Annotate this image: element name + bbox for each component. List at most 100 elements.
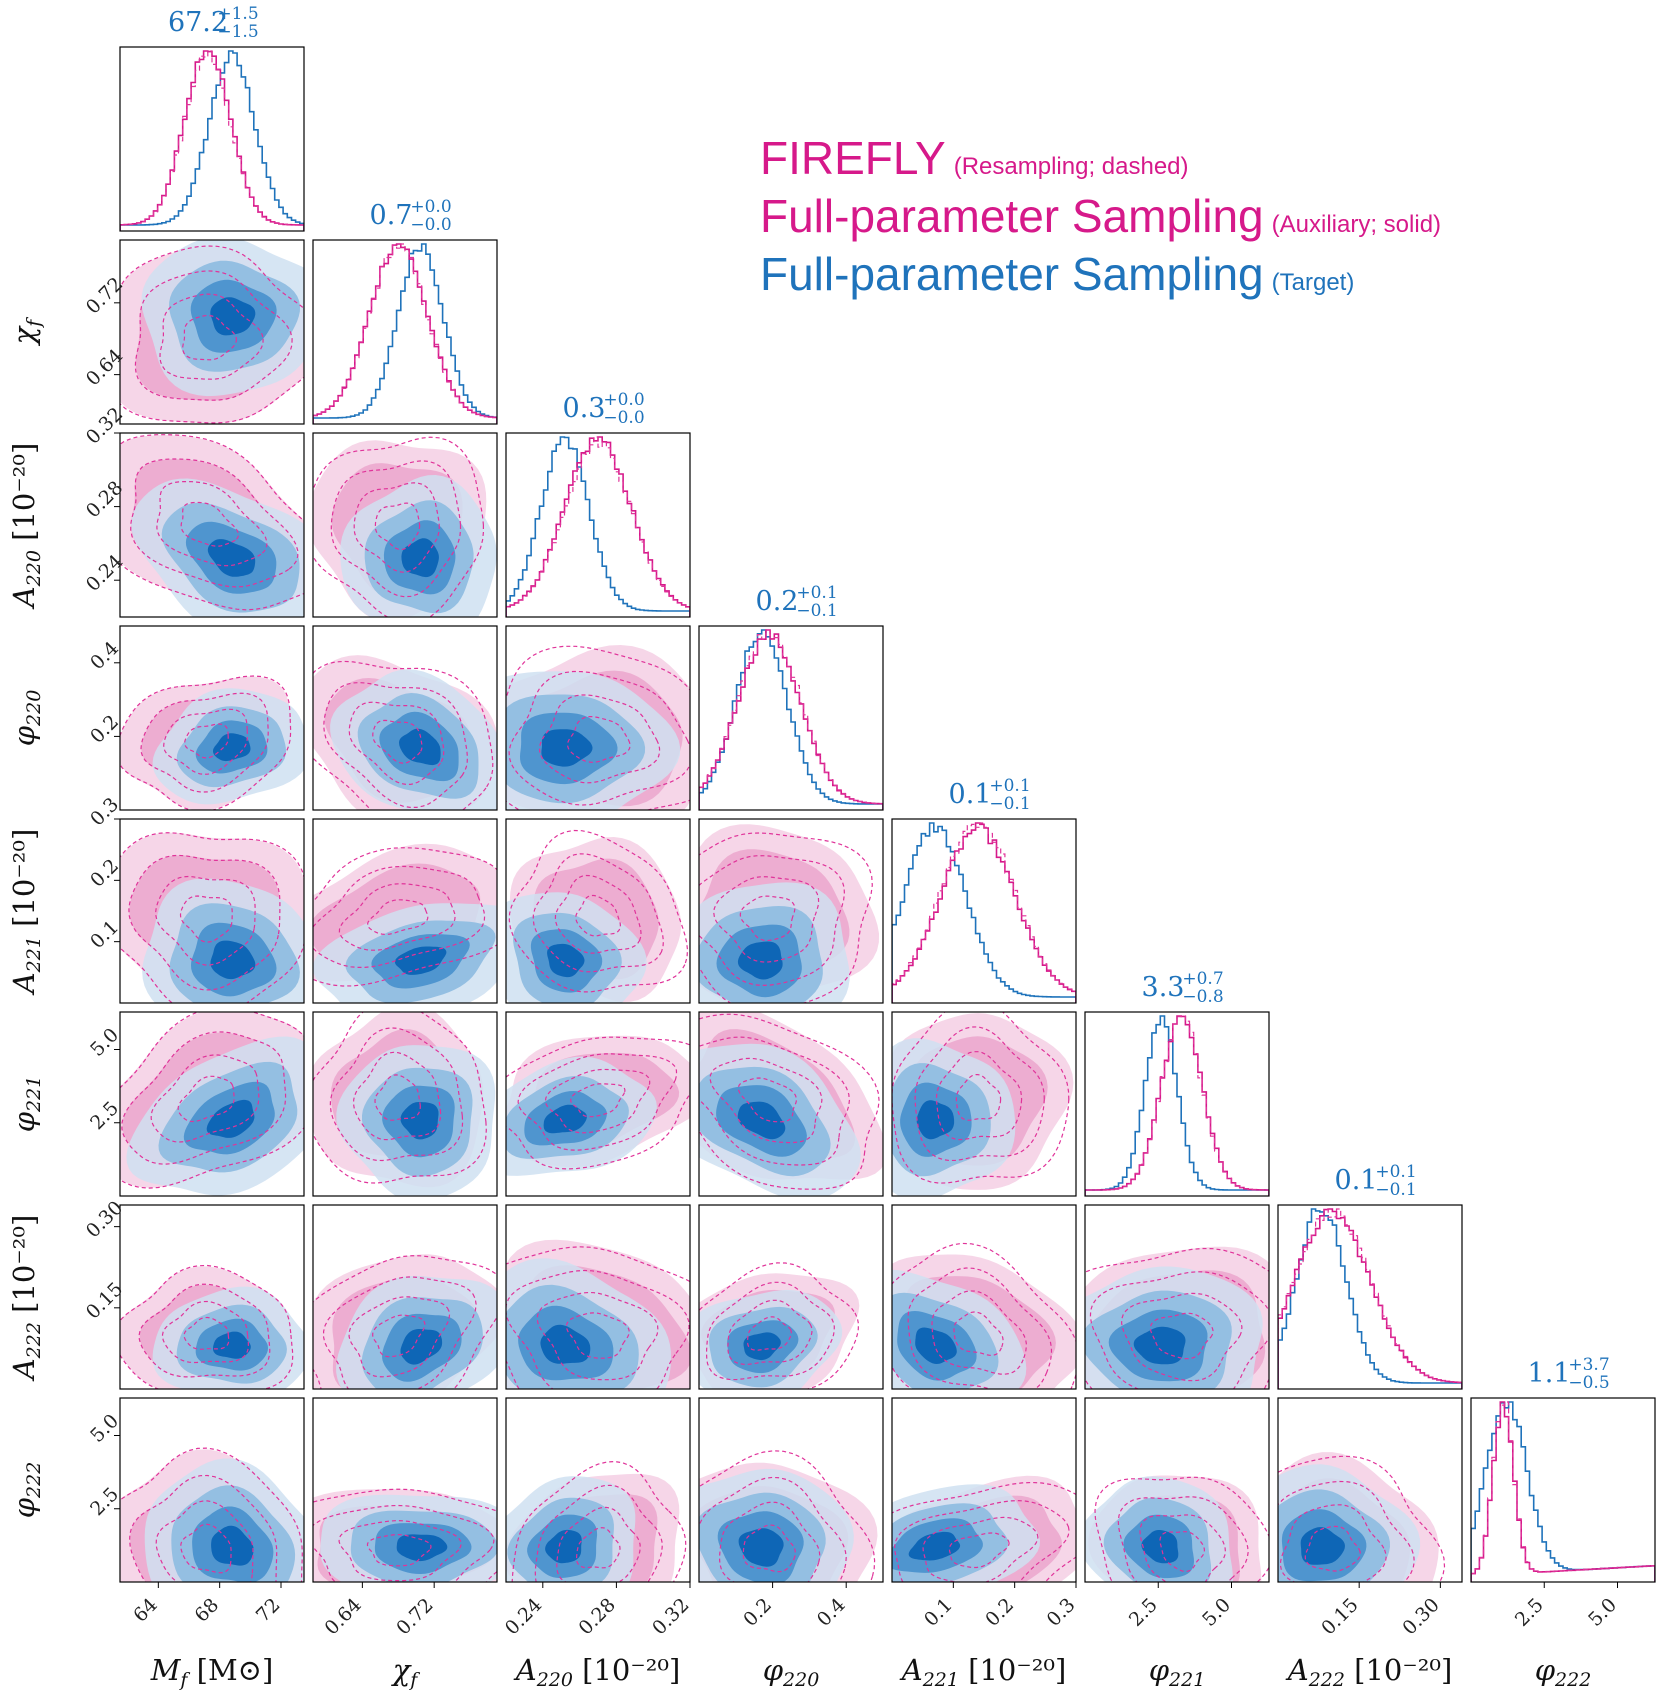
firefly-contour-line — [184, 723, 229, 759]
panel-frame — [312, 1397, 498, 1583]
panel-frame — [698, 625, 884, 811]
x-axis-label-A222: A222 [10⁻²⁰] — [1285, 1653, 1453, 1691]
panel-content — [506, 436, 690, 617]
panel-frame — [1084, 1204, 1270, 1390]
firefly-contour-line — [182, 314, 238, 361]
histogram-firefly — [506, 436, 690, 617]
target-contour-fill — [210, 940, 256, 980]
panel-frame — [1277, 1397, 1463, 1583]
panel-frame — [312, 1011, 498, 1197]
firefly-contour-line — [713, 876, 820, 963]
legend-target-name: Full-parameter Sampling — [760, 248, 1264, 300]
x-tick-label: 0.30 — [1398, 1594, 1443, 1639]
panel-content — [699, 1262, 860, 1389]
x-axis-label-phi222: φ222 — [1535, 1653, 1592, 1691]
panel-phi222-vs-A221: 0.1 0.2 0.3 — [891, 1397, 1080, 1631]
panel-frame — [505, 1204, 691, 1390]
x-tick-label: 0.1 — [920, 1594, 957, 1631]
histogram-auxiliary — [313, 243, 497, 424]
x-axis-label-phi221: φ221 — [1149, 1653, 1206, 1691]
firefly-contour-line — [138, 1283, 271, 1378]
legend: FIREFLY (Resampling; dashed) Full-paramet… — [760, 135, 1441, 309]
histogram-auxiliary — [1471, 1401, 1655, 1582]
panel-phi221-vs-Mf: 2.5 5.0 — [86, 1011, 305, 1197]
firefly-contour-line — [1094, 1476, 1269, 1582]
panel-frame — [698, 1204, 884, 1390]
firefly-contour-line — [953, 1311, 1004, 1356]
firefly-contour-line — [719, 1501, 821, 1582]
marginal-title-value: 67.2 — [168, 7, 228, 38]
marginal-title-value: 0.3 — [563, 393, 606, 424]
panel-content — [120, 434, 304, 617]
firefly-contour-line — [140, 692, 269, 793]
panel-phi222-vs-Mf: 64 68 72 2.5 5.0 — [86, 1397, 305, 1627]
target-contour-fill — [400, 1329, 443, 1365]
firefly-contour-line — [161, 1300, 250, 1364]
target-contour-fill — [399, 728, 441, 766]
panel-content — [313, 655, 497, 810]
panel-frame — [1084, 1011, 1270, 1197]
firefly-contour-line — [313, 660, 494, 810]
firefly-contour-line — [907, 1267, 1053, 1389]
target-contour-fill — [207, 539, 256, 577]
histogram-firefly — [892, 822, 1076, 1003]
firefly-contour-line — [313, 1488, 497, 1582]
target-contour-fill — [737, 941, 783, 980]
histogram-target — [120, 50, 304, 231]
panel-A221-vs-A220 — [505, 818, 691, 1004]
firefly-contour-line — [313, 1012, 487, 1184]
y-tick-label: 2.5 — [86, 1097, 123, 1134]
target-contour-fill — [915, 1327, 957, 1364]
firefly-contour-line — [155, 875, 256, 966]
target-contour-fill — [540, 1324, 591, 1364]
target-contour-fill — [737, 1101, 786, 1140]
firefly-contour-line — [338, 883, 456, 951]
panel-content — [506, 645, 690, 810]
panel-phi222-vs-chif: 0.64 0.72 — [312, 1397, 498, 1639]
firefly-contour-line — [1149, 1312, 1214, 1360]
panel-A221-vs-Mf: 0.1 0.2 0.3 — [86, 793, 305, 1004]
panel-phi220-vs-phi220: 0.2+0.1−0.1 — [698, 583, 884, 811]
panel-content — [699, 629, 883, 810]
marginal-title-plus: +3.7 — [1568, 1355, 1609, 1375]
firefly-contour-line — [159, 293, 264, 380]
firefly-contour-line — [699, 832, 873, 1003]
firefly-contour-line — [892, 1242, 1076, 1389]
y-axis-label-A222: A222 [10⁻²⁰] — [7, 1215, 45, 1383]
histogram-auxiliary — [892, 822, 1076, 1003]
marginal-title-minus: −0.0 — [410, 215, 451, 235]
marginal-title-value: 0.2 — [756, 586, 799, 617]
target-contour-fill — [206, 1099, 255, 1138]
firefly-contour-line — [372, 719, 423, 764]
firefly-contour-line — [1278, 1455, 1446, 1582]
panel-phi222-vs-phi220: 0.2 0.4 — [698, 1397, 884, 1631]
firefly-contour-line — [130, 458, 299, 588]
firefly-contour-line — [180, 501, 239, 547]
firefly-contour-line — [367, 899, 429, 935]
panel-Mf-vs-Mf: 67.2+1.5−1.5 — [119, 4, 305, 232]
x-tick-label: 2.5 — [1125, 1594, 1162, 1631]
panel-content — [506, 1460, 687, 1582]
panel-phi221-vs-phi221: 3.3+0.7−0.8 — [1084, 969, 1270, 1197]
panel-A222-vs-A222: 0.1+0.1−0.1 — [1277, 1162, 1463, 1390]
target-contour-fill — [743, 1332, 781, 1361]
target-contour-fill — [545, 1529, 582, 1564]
histogram-auxiliary — [120, 50, 304, 231]
firefly-contour-line — [706, 1281, 835, 1381]
panel-A222-vs-phi220 — [698, 1204, 884, 1390]
firefly-contour-line — [565, 1312, 630, 1359]
firefly-contour-line — [128, 854, 281, 991]
panel-frame — [505, 1397, 691, 1583]
histogram-target — [892, 822, 1076, 1003]
x-tick-label: 0.15 — [1317, 1594, 1362, 1639]
x-axis-label-chif: χf — [391, 1653, 421, 1691]
panel-phi222-vs-phi222: 1.1+3.7−0.5 2.5 5.0 — [1470, 1355, 1656, 1631]
panel-frame — [505, 818, 691, 1004]
panel-A222-vs-phi221 — [1084, 1204, 1270, 1390]
x-tick-label: 72 — [252, 1594, 285, 1627]
x-tick-label: 0.24 — [501, 1594, 546, 1639]
histogram-firefly — [1278, 1208, 1462, 1389]
panel-frame — [891, 1397, 1077, 1583]
panel-content — [313, 1012, 496, 1196]
